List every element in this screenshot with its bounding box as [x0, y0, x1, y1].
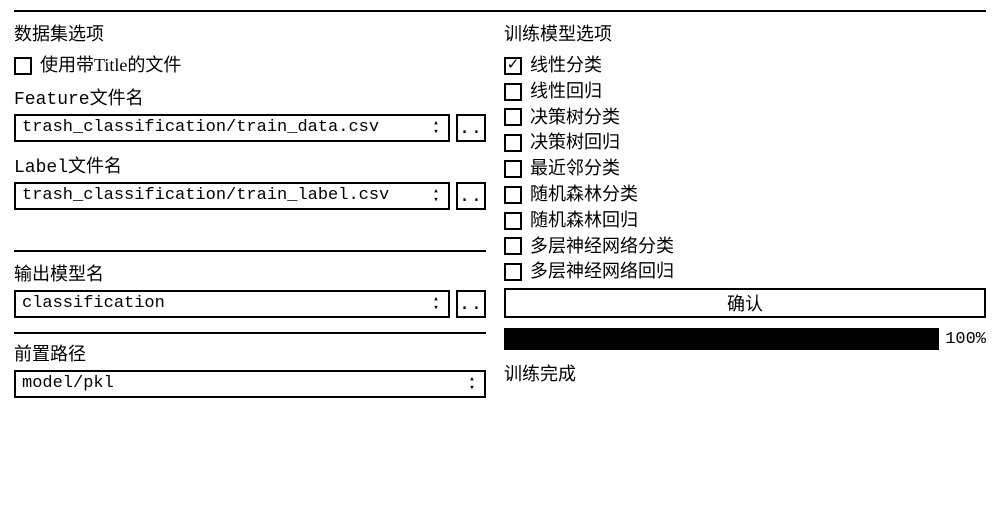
dataset-panel: 数据集选项 使用带Title的文件 Feature文件名 trash_class… — [14, 18, 486, 398]
confirm-button[interactable]: 确认 — [504, 288, 986, 318]
prefix-path-spin[interactable]: ▴▾ — [464, 373, 480, 395]
model-checkbox[interactable] — [504, 237, 522, 255]
model-label: 最近邻分类 — [530, 159, 620, 179]
model-option[interactable]: 线性回归 — [504, 82, 986, 102]
use-title-file-checkbox[interactable] — [14, 57, 32, 75]
label-file-spin[interactable]: ▴▾ — [428, 185, 444, 207]
model-checkbox[interactable] — [504, 212, 522, 230]
model-label: 决策树分类 — [530, 108, 620, 128]
train-title: 训练模型选项 — [504, 20, 986, 46]
progress-percent: 100% — [945, 330, 986, 349]
model-label: 线性回归 — [530, 82, 602, 102]
model-option[interactable]: 线性分类 — [504, 56, 986, 76]
model-checkbox[interactable] — [504, 83, 522, 101]
model-label: 多层神经网络回归 — [530, 262, 674, 282]
divider-1 — [14, 250, 486, 252]
model-option[interactable]: 随机森林分类 — [504, 185, 986, 205]
model-checkbox[interactable] — [504, 160, 522, 178]
use-title-file-row[interactable]: 使用带Title的文件 — [14, 56, 486, 76]
feature-file-value: trash_classification/train_data.csv — [22, 118, 379, 137]
output-model-value: classification — [22, 294, 165, 313]
model-checkbox[interactable] — [504, 134, 522, 152]
model-label: 线性分类 — [530, 56, 602, 76]
divider-2 — [14, 332, 486, 334]
feature-file-label: Feature文件名 — [14, 84, 486, 110]
model-checkbox[interactable] — [504, 57, 522, 75]
feature-file-browse-button[interactable]: .. — [456, 114, 486, 142]
label-file-value: trash_classification/train_label.csv — [22, 186, 389, 205]
label-file-browse-button[interactable]: .. — [456, 182, 486, 210]
window-frame: 数据集选项 使用带Title的文件 Feature文件名 trash_class… — [14, 10, 986, 398]
prefix-path-label: 前置路径 — [14, 340, 486, 366]
output-model-browse-button[interactable]: .. — [456, 290, 486, 318]
label-file-label: Label文件名 — [14, 152, 486, 178]
feature-file-spin[interactable]: ▴▾ — [428, 117, 444, 139]
output-model-spin[interactable]: ▴▾ — [428, 293, 444, 315]
model-option[interactable]: 最近邻分类 — [504, 159, 986, 179]
prefix-path-combo[interactable]: model/pkl ▴▾ — [14, 370, 486, 398]
use-title-file-label: 使用带Title的文件 — [40, 56, 181, 76]
output-model-label: 输出模型名 — [14, 260, 486, 286]
model-checkbox[interactable] — [504, 186, 522, 204]
model-list: 线性分类线性回归决策树分类决策树回归最近邻分类随机森林分类随机森林回归多层神经网… — [504, 56, 986, 282]
model-label: 随机森林回归 — [530, 211, 638, 231]
model-option[interactable]: 决策树分类 — [504, 108, 986, 128]
model-checkbox[interactable] — [504, 108, 522, 126]
model-label: 随机森林分类 — [530, 185, 638, 205]
dataset-title: 数据集选项 — [14, 20, 486, 46]
model-option[interactable]: 多层神经网络分类 — [504, 237, 986, 257]
train-panel: 训练模型选项 线性分类线性回归决策树分类决策树回归最近邻分类随机森林分类随机森林… — [504, 18, 986, 398]
model-option[interactable]: 决策树回归 — [504, 133, 986, 153]
output-model-combo[interactable]: classification ▴▾ — [14, 290, 450, 318]
model-label: 决策树回归 — [530, 133, 620, 153]
model-checkbox[interactable] — [504, 263, 522, 281]
model-option[interactable]: 多层神经网络回归 — [504, 262, 986, 282]
feature-file-combo[interactable]: trash_classification/train_data.csv ▴▾ — [14, 114, 450, 142]
prefix-path-value: model/pkl — [22, 374, 114, 393]
model-label: 多层神经网络分类 — [530, 237, 674, 257]
model-option[interactable]: 随机森林回归 — [504, 211, 986, 231]
progress-bar — [504, 328, 939, 350]
status-text: 训练完成 — [504, 360, 986, 386]
label-file-combo[interactable]: trash_classification/train_label.csv ▴▾ — [14, 182, 450, 210]
